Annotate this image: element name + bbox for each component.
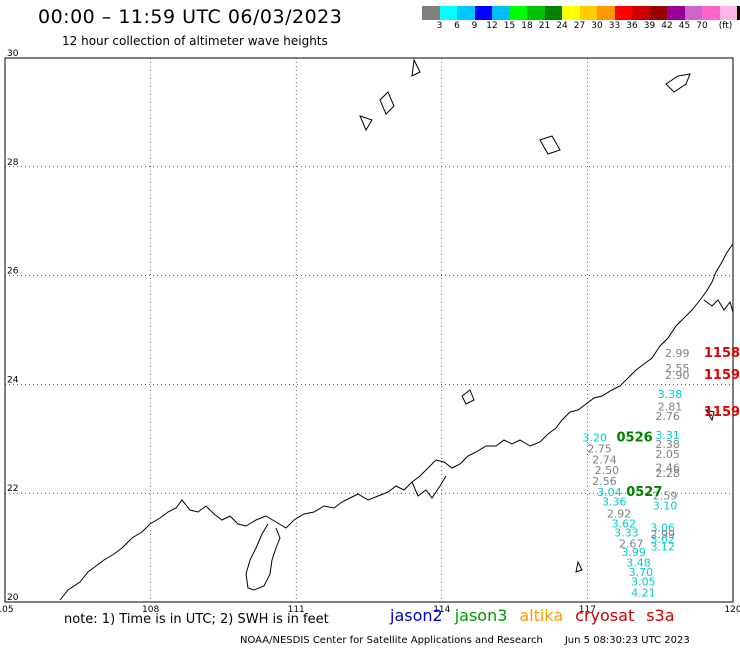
- wave-height-value: 3.38: [658, 388, 683, 401]
- pass-time-label: 1159: [704, 368, 740, 383]
- latitude-tick-label: 30: [7, 49, 19, 59]
- longitude-tick-label: 120: [724, 605, 740, 615]
- wave-height-value: 2.76: [655, 410, 680, 423]
- wave-height-value: 2.99: [665, 347, 690, 360]
- mission-s3a: s3a: [646, 606, 674, 625]
- wave-observations: 2.992.552.903.382.812.763.312.382.053.20…: [583, 347, 690, 599]
- wave-height-value: 2.28: [655, 467, 680, 480]
- pass-time-label: 1158: [704, 346, 740, 361]
- latitude-tick-label: 20: [7, 593, 19, 603]
- longitude-tick-label: 105: [0, 605, 14, 615]
- credit-text: NOAA/NESDIS Center for Satellite Applica…: [240, 635, 543, 646]
- wave-height-value: 4.21: [631, 587, 656, 600]
- mission-altika: altika: [519, 606, 563, 625]
- latitude-tick-label: 28: [7, 158, 19, 168]
- mission-legend: jason2 jason3 altika cryosat s3a: [390, 606, 687, 625]
- wave-height-value: 2.90: [665, 369, 690, 382]
- north-fragments: [360, 60, 690, 154]
- pass-time-label: 0526: [617, 431, 653, 446]
- mission-jason3: jason3: [455, 606, 508, 625]
- latitude-tick-label: 24: [7, 375, 19, 385]
- leizhou-peninsula: [246, 524, 280, 590]
- coastal-islands-east: [704, 300, 733, 312]
- wave-height-value: 3.10: [653, 500, 678, 513]
- mission-jason2: jason2: [390, 606, 443, 625]
- mission-cryosat: cryosat: [575, 606, 634, 625]
- footer-note: note: 1) Time is in UTC; 2) SWH is in fe…: [64, 612, 329, 627]
- pearl-river-estuary: [412, 476, 446, 498]
- latitude-tick-label: 26: [7, 267, 19, 277]
- wave-height-value: 2.05: [655, 448, 680, 461]
- wave-height-value: 3.12: [650, 540, 675, 553]
- latitude-tick-label: 22: [7, 484, 18, 494]
- pass-time-label: 0527: [626, 485, 662, 500]
- pass-time-label: 1159: [704, 405, 740, 420]
- footer-credit: NOAA/NESDIS Center for Satellite Applica…: [240, 635, 690, 646]
- generated-timestamp: Jun 5 08:30:23 UTC 2023: [565, 635, 690, 646]
